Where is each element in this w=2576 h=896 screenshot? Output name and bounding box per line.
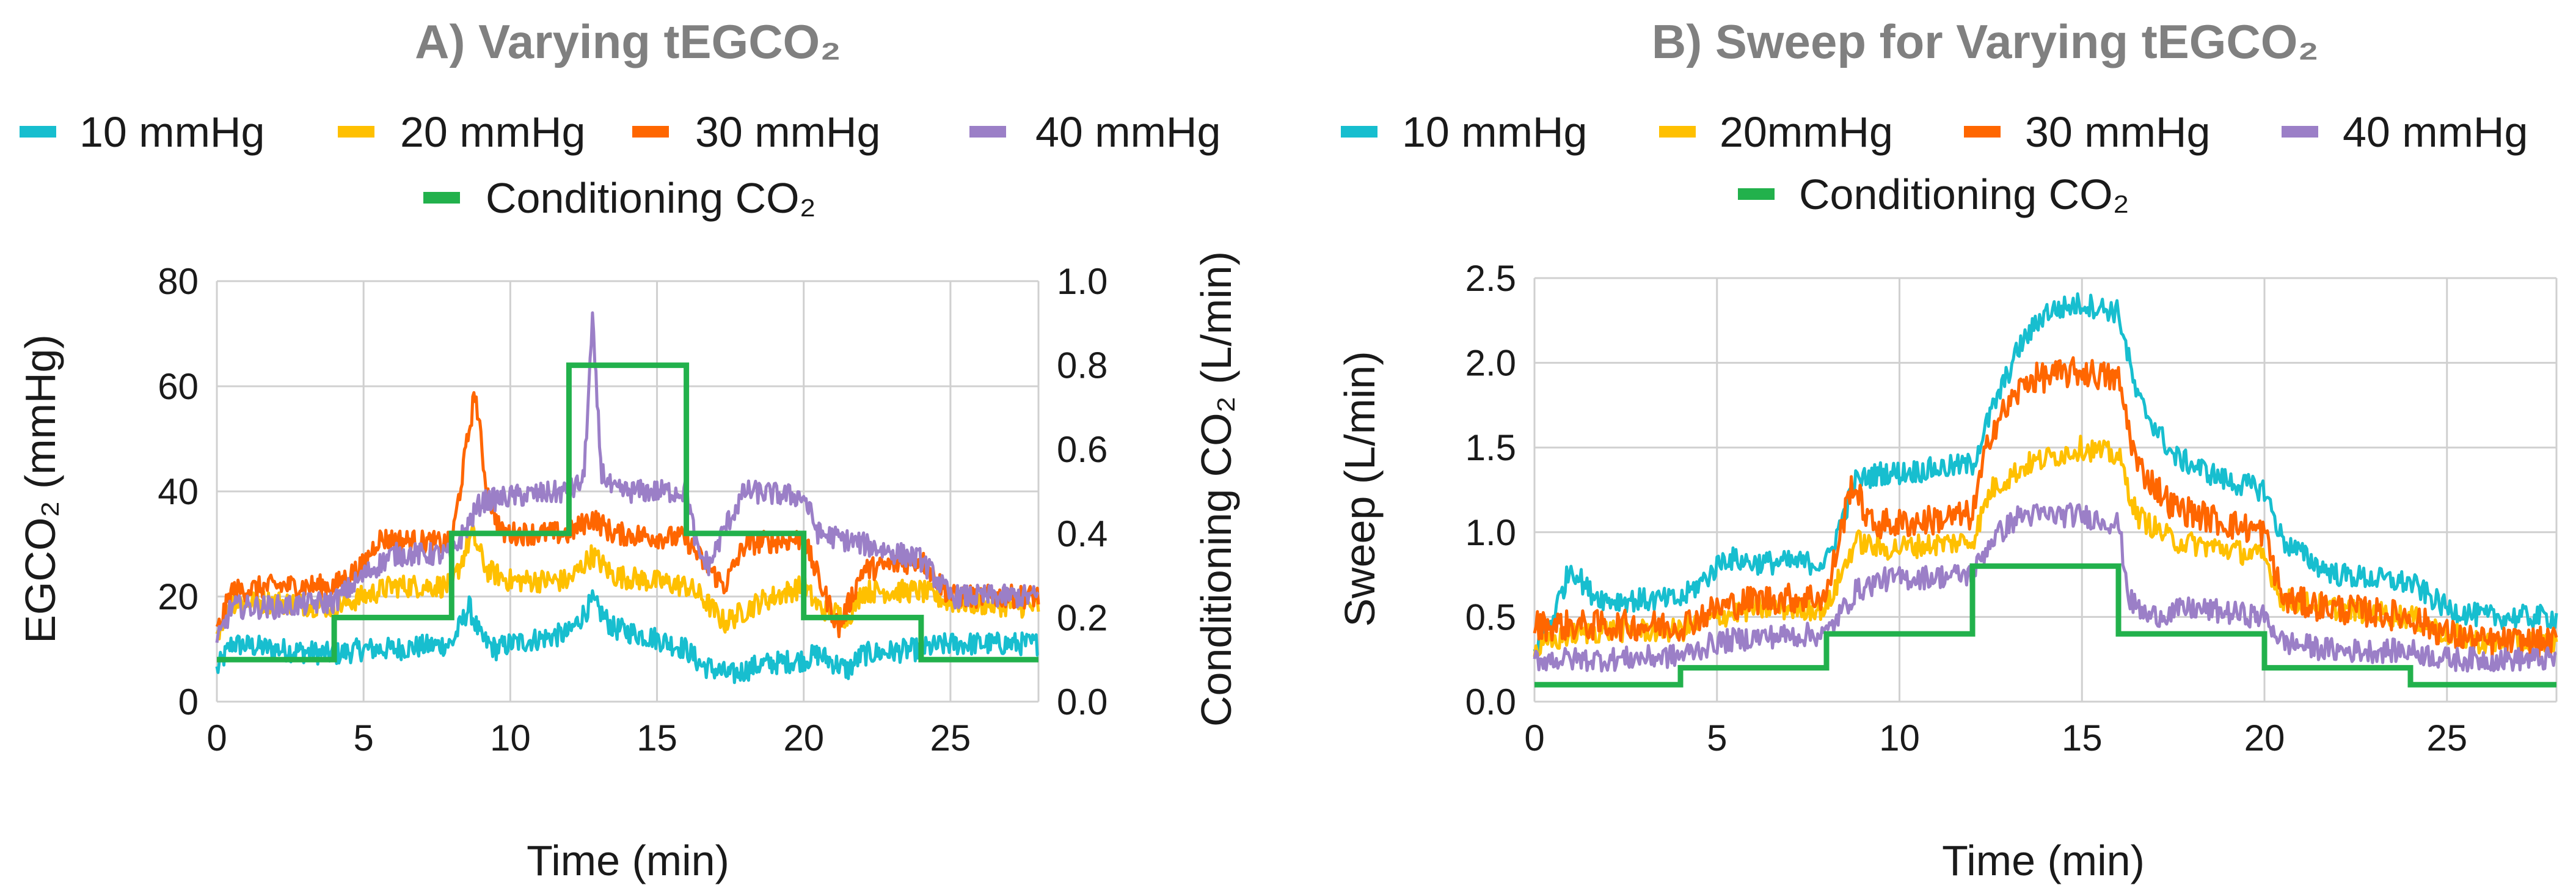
legend-b-item-40mmhg[interactable]: 40 mmHg (2282, 108, 2528, 156)
chart-a-y-tick-40: 40 (158, 471, 199, 512)
chart-b-x-tick-0: 0 (1524, 718, 1544, 758)
legend-item-40mmhg[interactable]: 40 mmHg (969, 108, 1220, 156)
chart-a-series (215, 311, 1040, 685)
chart-a-series-20-mmhg (215, 523, 1040, 641)
legend-label-30mmhg: 30 mmHg (695, 108, 880, 156)
chart-a-title: A) Varying tEGCO₂ (415, 15, 841, 68)
chart-b-series-40-mmhg (1533, 502, 2557, 673)
chart-a-y2-tick-1-0: 1.0 (1057, 261, 1107, 302)
legend-label-20mmhg: 20 mmHg (400, 108, 585, 156)
chart-a-x-tick-10: 10 (490, 718, 531, 758)
chart-a-x-tick-15: 15 (637, 718, 677, 758)
chart-a-y-tick-60: 60 (158, 366, 199, 407)
chart-b-y-tick-0-5: 0.5 (1465, 597, 1516, 637)
chart-b-series-10-mmhg (1533, 292, 2558, 656)
legend-b-item-conditioning-co2[interactable]: Conditioning CO₂ (1738, 171, 2129, 218)
legend-swatch-30mmhg (632, 126, 669, 138)
legend-swatch-10mmhg (20, 126, 56, 138)
chart-b-y-tick-2-5: 2.5 (1465, 258, 1516, 299)
legend-item-30mmhg[interactable]: 30 mmHg (632, 108, 880, 156)
chart-a-y2-axis-label: Conditioning CO₂ (L/min) (1192, 251, 1240, 727)
chart-a-x-tick-20: 20 (783, 718, 824, 758)
legend-b-swatch-conditioning-co2 (1738, 188, 1775, 200)
chart-a-y2-tick-0-4: 0.4 (1057, 513, 1107, 554)
chart-b-x-tick-20: 20 (2244, 718, 2285, 758)
legend-b-item-10mmhg[interactable]: 10 mmHg (1341, 108, 1587, 156)
legend-b-item-20mmhg[interactable]: 20mmHg (1659, 108, 1893, 156)
legend-b-label-30mmhg: 30 mmHg (2025, 108, 2210, 156)
chart-a-legend: 10 mmHg 20 mmHg 30 mmHg 40 mmHg Conditio… (20, 108, 1220, 222)
legend-swatch-conditioning-co2 (423, 192, 460, 204)
chart-b-x-ticks: 0 5 10 15 20 25 (1524, 718, 2467, 758)
chart-a-y2-tick-0-0: 0.0 (1057, 681, 1107, 722)
legend-item-20mmhg[interactable]: 20 mmHg (338, 108, 585, 156)
chart-b-y-tick-1-5: 1.5 (1465, 427, 1516, 468)
chart-a-y-tick-20: 20 (158, 576, 199, 617)
chart-b-title: B) Sweep for Varying tEGCO₂ (1652, 15, 2319, 68)
chart-a-x-axis-label: Time (min) (527, 837, 729, 884)
chart-b-y-tick-0-0: 0.0 (1465, 681, 1516, 722)
chart-a-x-tick-0: 0 (206, 718, 227, 758)
chart-a-x-tick-25: 25 (930, 718, 971, 758)
chart-a-y-tick-0: 0 (178, 681, 199, 722)
chart-a-y2-tick-0-6: 0.6 (1057, 429, 1107, 470)
chart-b-y-tick-1-0: 1.0 (1465, 512, 1516, 553)
chart-b-y-axis-label: Sweep (L/min) (1336, 351, 1384, 626)
legend-b-swatch-40mmhg (2282, 126, 2318, 138)
chart-a-y2-tick-0-2: 0.2 (1057, 597, 1107, 638)
chart-b-series (1533, 292, 2558, 688)
chart-a-series-10-mmhg (215, 589, 1039, 685)
legend-b-swatch-10mmhg (1341, 126, 1377, 138)
chart-b-x-tick-25: 25 (2426, 718, 2467, 758)
chart-a-y-ticks: 0 20 40 60 80 (158, 261, 199, 722)
legend-item-conditioning-co2[interactable]: Conditioning CO₂ (423, 174, 816, 222)
legend-b-swatch-20mmhg (1659, 126, 1696, 138)
legend-label-40mmhg: 40 mmHg (1035, 108, 1220, 156)
chart-b-y-ticks: 0.0 0.5 1.0 1.5 2.0 2.5 (1465, 258, 1516, 722)
chart-b: B) Sweep for Varying tEGCO₂ 10 mmHg 20mm… (1336, 15, 2558, 884)
chart-a-series-40-mmhg (215, 311, 1040, 643)
chart-a-y2-tick-0-8: 0.8 (1057, 345, 1107, 386)
chart-a-series-conditioning-co (217, 362, 1038, 663)
chart-b-series-20mmhg (1533, 435, 2558, 658)
chart-a-y-axis-label: EGCO₂ (mmHg) (16, 334, 64, 643)
legend-b-swatch-30mmhg (1964, 126, 2001, 138)
chart-b-x-axis-label: Time (min) (1942, 837, 2145, 884)
legend-b-label-40mmhg: 40 mmHg (2343, 108, 2528, 156)
legend-item-10mmhg[interactable]: 10 mmHg (20, 108, 265, 156)
chart-b-series-conditioning-co (1534, 563, 2556, 688)
chart-a-y-tick-80: 80 (158, 261, 199, 302)
legend-b-item-30mmhg[interactable]: 30 mmHg (1964, 108, 2210, 156)
chart-b-x-tick-10: 10 (1879, 718, 1920, 758)
chart-a-x-tick-5: 5 (353, 718, 373, 758)
legend-b-label-conditioning-co2: Conditioning CO₂ (1799, 171, 2129, 218)
chart-b-legend: 10 mmHg 20mmHg 30 mmHg 40 mmHg Condition… (1341, 108, 2528, 218)
legend-swatch-20mmhg (338, 126, 374, 138)
chart-a: A) Varying tEGCO₂ 10 mmHg 20 mmHg 30 mmH… (16, 15, 1240, 884)
legend-swatch-40mmhg (969, 126, 1006, 138)
chart-b-x-tick-15: 15 (2062, 718, 2103, 758)
chart-b-x-tick-5: 5 (1707, 718, 1727, 758)
legend-b-label-20mmhg: 20mmHg (1720, 108, 1893, 156)
chart-a-grid (216, 280, 1040, 703)
legend-label-10mmhg: 10 mmHg (79, 108, 265, 156)
chart-a-y2-ticks: 0.0 0.2 0.4 0.6 0.8 1.0 (1057, 261, 1107, 722)
chart-b-grid (1533, 277, 2558, 703)
chart-a-x-ticks: 0 5 10 15 20 25 (206, 718, 971, 758)
legend-label-conditioning-co2: Conditioning CO₂ (486, 174, 816, 222)
legend-b-label-10mmhg: 10 mmHg (1402, 108, 1587, 156)
chart-b-y-tick-2-0: 2.0 (1465, 343, 1516, 384)
chart-b-series-30-mmhg (1533, 356, 2558, 659)
